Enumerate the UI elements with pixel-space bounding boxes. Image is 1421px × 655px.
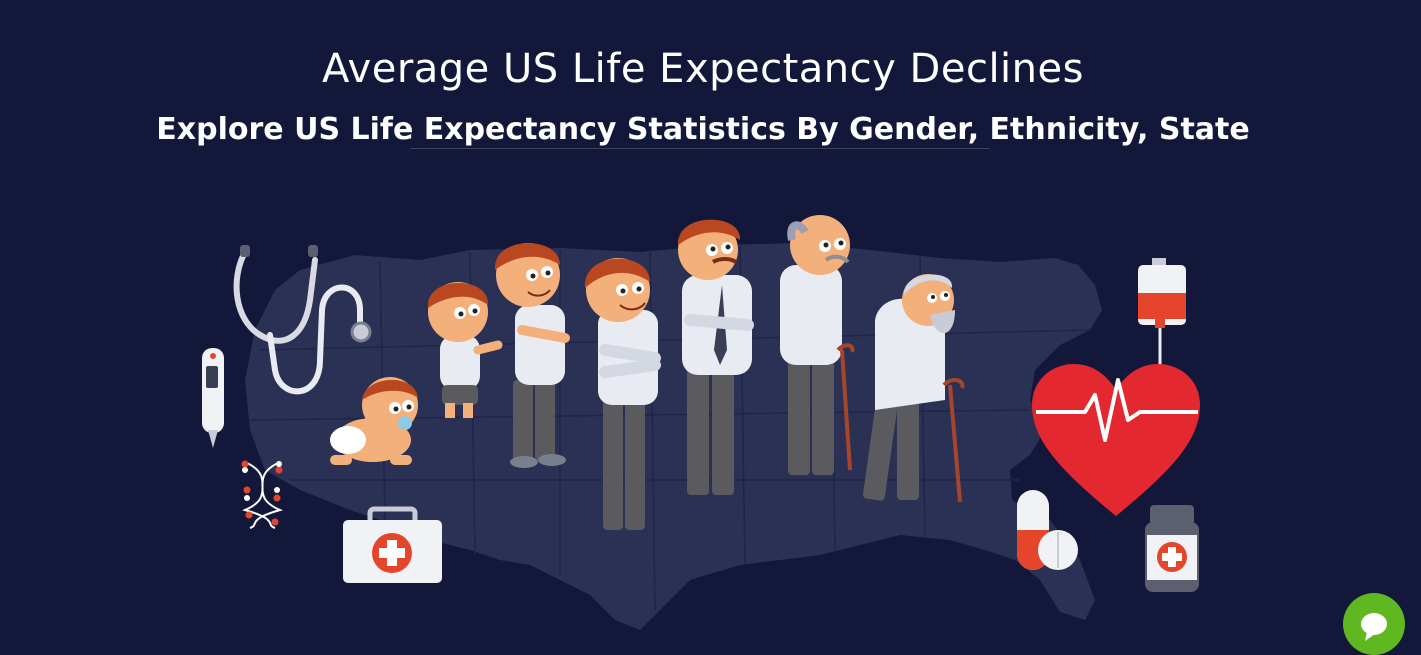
person-child <box>494 243 570 468</box>
person-baby <box>330 377 418 465</box>
chat-button[interactable] <box>1343 593 1405 655</box>
person-toddler <box>427 282 503 418</box>
pill-capsule-icon <box>1017 490 1078 570</box>
iv-bag-icon <box>1138 258 1186 370</box>
first-aid-kit-icon <box>343 506 442 583</box>
stethoscope-icon <box>233 245 372 395</box>
page-subtitle: Explore US Life Expectancy Statistics By… <box>156 112 1250 147</box>
person-adult <box>677 219 754 495</box>
chat-icon <box>1361 613 1387 641</box>
dna-icon <box>241 460 283 529</box>
person-older-adult <box>780 215 855 475</box>
person-teen <box>584 258 661 530</box>
subtitle-divider <box>410 148 990 149</box>
medicine-bottle-icon <box>1145 505 1199 592</box>
heart-pulse-icon <box>1032 364 1200 516</box>
thermometer-icon <box>202 348 224 448</box>
person-elderly <box>862 274 965 503</box>
page-title: Average US Life Expectancy Declines <box>322 46 1084 92</box>
